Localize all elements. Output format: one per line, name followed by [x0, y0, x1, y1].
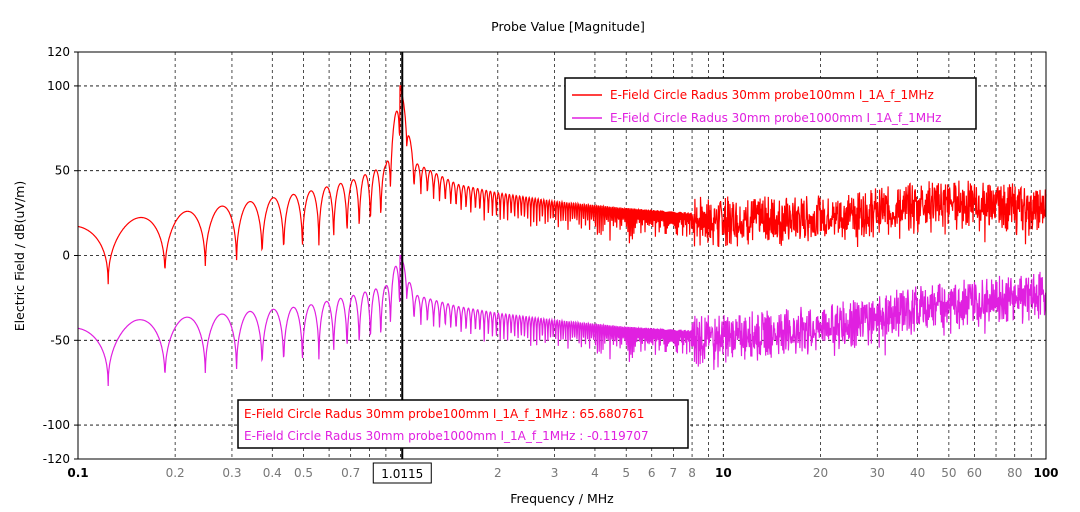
y-tick-label: 100: [47, 79, 70, 93]
y-tick-labels: 120 100 50 0 -50 -100 -120: [43, 45, 78, 466]
x-tick-label: 0.4: [263, 466, 282, 480]
x-tick-label: 6: [648, 466, 656, 480]
x-tick-label: 50: [941, 466, 956, 480]
legend-box: [564, 77, 977, 130]
x-tick-label: 0.7: [341, 466, 360, 480]
y-tick-label: -120: [43, 452, 70, 466]
x-tick-label: 0.1: [67, 466, 88, 480]
x-tick-label: 5: [622, 466, 630, 480]
x-tick-label: 10: [715, 466, 732, 480]
cursor-x-label-text: 1.0115: [381, 467, 423, 481]
cursor-readout[interactable]: E-Field Circle Radus 30mm probe100mm I_1…: [237, 399, 689, 449]
x-tick-label: 8: [688, 466, 696, 480]
x-tick-label: 0.5: [294, 466, 313, 480]
x-tick-label: 40: [910, 466, 925, 480]
series-line-2: [77, 254, 1047, 387]
x-tick-labels: 0.11101000.20.30.40.50.72345678203040506…: [67, 466, 1058, 480]
x-tick-label: 0.2: [166, 466, 185, 480]
legend-label-series-1: E-Field Circle Radus 30mm probe100mm I_1…: [610, 88, 934, 102]
y-tick-label: -100: [43, 418, 70, 432]
y-tick-label: 0: [62, 249, 70, 263]
x-tick-label: 2: [494, 466, 502, 480]
cursor-x-label[interactable]: 1.0115: [372, 462, 432, 484]
x-tick-label: 80: [1007, 466, 1022, 480]
cursor-readout-series-1: E-Field Circle Radus 30mm probe100mm I_1…: [244, 407, 644, 421]
x-tick-label: 0.3: [222, 466, 241, 480]
x-tick-label: 30: [870, 466, 885, 480]
x-tick-label: 60: [967, 466, 982, 480]
x-tick-label: 3: [551, 466, 559, 480]
cursor-x-label-box: [372, 462, 432, 484]
series-line-1: [77, 85, 1047, 285]
y-tick-label: -50: [50, 333, 70, 347]
legend-label-series-2: E-Field Circle Radus 30mm probe1000mm I_…: [610, 111, 941, 125]
x-axis-label: Frequency / MHz: [510, 491, 614, 506]
x-tick-label: 4: [591, 466, 599, 480]
series-layer: [77, 85, 1047, 387]
y-tick-label: 120: [47, 45, 70, 59]
y-tick-label: 50: [55, 164, 70, 178]
x-tick-label: 20: [813, 466, 828, 480]
cursor-readout-box: [237, 399, 689, 449]
legend[interactable]: E-Field Circle Radus 30mm probe100mm I_1…: [564, 77, 977, 130]
chart-title: Probe Value [Magnitude]: [491, 19, 645, 34]
x-tick-label: 7: [670, 466, 678, 480]
y-axis-label: Electric Field / dB(uV/m): [12, 181, 27, 331]
cursor-readout-series-2: E-Field Circle Radus 30mm probe1000mm I_…: [244, 429, 649, 443]
x-tick-label: 100: [1033, 466, 1058, 480]
